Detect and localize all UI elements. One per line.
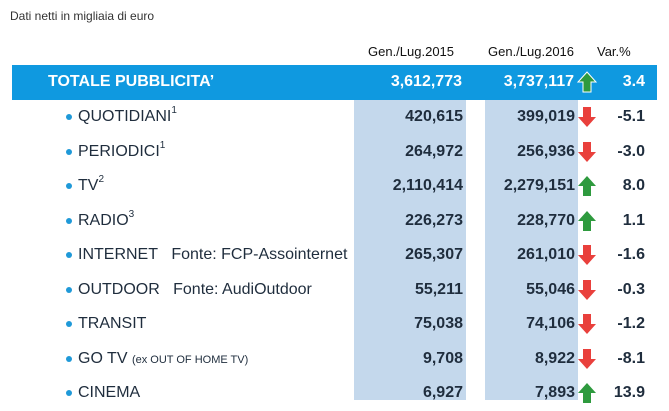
media-name: INTERNET — [78, 246, 158, 263]
media-name: QUOTIDIANI — [78, 108, 172, 125]
value-2016: 74,106 — [526, 315, 575, 332]
value-2015: 75,038 — [414, 315, 463, 332]
trend-down-icon — [578, 107, 596, 127]
bullet-icon — [66, 114, 72, 120]
value-2015: 2,110,414 — [392, 177, 463, 194]
table-row: CINEMA 6,927 7,893 13.9 — [0, 377, 669, 411]
value-2016: 7,893 — [534, 384, 575, 401]
source-note: Fonte: FCP-Assointernet — [171, 246, 348, 263]
column-2015-shade — [354, 99, 466, 400]
row-label: GO TV (ex OUT OF HOME TV) — [78, 350, 248, 368]
value-2016: 2,279,151 — [503, 177, 575, 194]
value-2015: 226,273 — [405, 211, 463, 229]
table-row: QUOTIDIANI1 420,615 399,019 -5.1 — [0, 101, 669, 135]
header-2016: Gen./Lug.2016 — [488, 44, 575, 59]
trend-up-icon — [578, 176, 596, 196]
variation-percent: -3.0 — [617, 142, 645, 160]
trend-down-icon — [578, 279, 596, 300]
column-2016-shade — [485, 99, 578, 400]
row-label: CINEMA — [78, 384, 140, 402]
bullet-icon — [66, 148, 72, 155]
bullet-icon — [66, 321, 72, 327]
variation-percent: 8.0 — [622, 177, 645, 194]
trend-up-icon — [577, 71, 597, 93]
row-label: TV2 — [78, 174, 105, 195]
media-name: PERIODICI — [78, 142, 160, 160]
table-row: OUTDOOR Fonte: AudiOutdoor 55,211 55,046 -0… — [0, 274, 669, 308]
bullet-icon — [66, 252, 72, 258]
row-label: INTERNET Fonte: FCP-Assointernet — [78, 246, 347, 264]
variation-percent: -1.6 — [617, 246, 645, 263]
bullet-icon — [66, 355, 72, 362]
value-2015: 265,307 — [405, 246, 463, 263]
media-name: GO TV — [78, 349, 128, 367]
media-name: RADIO — [78, 211, 129, 229]
value-2016: 55,046 — [526, 280, 575, 298]
row-label: TRANSIT — [78, 315, 146, 333]
table-row: PERIODICI1 264,972 256,936 -3.0 — [0, 136, 669, 170]
footnote-ref: 2 — [98, 174, 105, 185]
trend-down-icon — [578, 314, 596, 334]
value-2016: 256,936 — [517, 142, 575, 160]
total-value-2016: 3,737,117 — [503, 73, 574, 90]
media-name: CINEMA — [78, 384, 141, 401]
variation-percent: -0.3 — [617, 280, 645, 298]
header-2015: Gen./Lug.2015 — [368, 44, 455, 59]
name-note: (ex OUT OF HOME TV) — [131, 353, 249, 366]
trend-up-icon — [578, 383, 596, 403]
value-2015: 55,211 — [414, 280, 463, 298]
trend-down-icon — [578, 348, 596, 369]
trend-down-icon — [578, 141, 596, 162]
total-value-2015: 3,612,773 — [390, 73, 462, 90]
row-label: QUOTIDIANI1 — [78, 105, 177, 126]
footnote-ref: 1 — [171, 105, 177, 116]
media-name: TV — [78, 177, 99, 194]
value-2015: 9,708 — [422, 349, 463, 367]
units-note: Dati netti in migliaia di euro — [10, 9, 155, 23]
variation-percent: -8.1 — [617, 349, 645, 367]
value-2015: 264,972 — [405, 142, 463, 160]
table-row: GO TV (ex OUT OF HOME TV) 9,708 8,922 -8.1 — [0, 343, 669, 377]
row-label: OUTDOOR Fonte: AudiOutdoor — [78, 281, 312, 299]
bullet-icon — [66, 286, 72, 293]
value-2016: 399,019 — [517, 108, 575, 125]
trend-up-icon — [578, 210, 596, 231]
bullet-icon — [66, 217, 72, 224]
variation-percent: 1.1 — [622, 211, 645, 229]
footnote-ref: 3 — [128, 208, 135, 220]
bullet-icon — [66, 183, 72, 189]
table-row: TV2 2,110,414 2,279,151 8.0 — [0, 170, 669, 204]
trend-down-icon — [578, 245, 596, 265]
value-2015: 420,615 — [405, 108, 463, 125]
bullet-icon — [66, 390, 72, 396]
value-2015: 6,927 — [422, 384, 463, 401]
variation-percent: -5.1 — [617, 108, 645, 125]
media-name: OUTDOOR — [78, 280, 160, 298]
table-row: RADIO3 226,273 228,770 1.1 — [0, 205, 669, 239]
row-label: PERIODICI1 — [78, 139, 166, 161]
total-var: 3.4 — [622, 73, 645, 90]
total-row: TOTALE PUBBLICITA’ 3,612,773 3,737,117 3… — [12, 65, 657, 100]
table-row: TRANSIT 75,038 74,106 -1.2 — [0, 308, 669, 342]
variation-percent: 13.9 — [613, 384, 645, 401]
total-label: TOTALE PUBBLICITA’ — [48, 73, 215, 90]
row-label: RADIO3 — [78, 208, 135, 230]
footnote-ref: 1 — [159, 139, 166, 151]
variation-percent: -1.2 — [617, 315, 645, 332]
header-var: Var.% — [597, 44, 631, 59]
table-row: INTERNET Fonte: FCP-Assointernet 265,307 2… — [0, 239, 669, 273]
source-note: Fonte: AudiOutdoor — [173, 280, 312, 298]
media-name: TRANSIT — [78, 315, 147, 332]
value-2016: 228,770 — [517, 211, 575, 229]
value-2016: 8,922 — [534, 349, 575, 367]
value-2016: 261,010 — [517, 246, 575, 263]
